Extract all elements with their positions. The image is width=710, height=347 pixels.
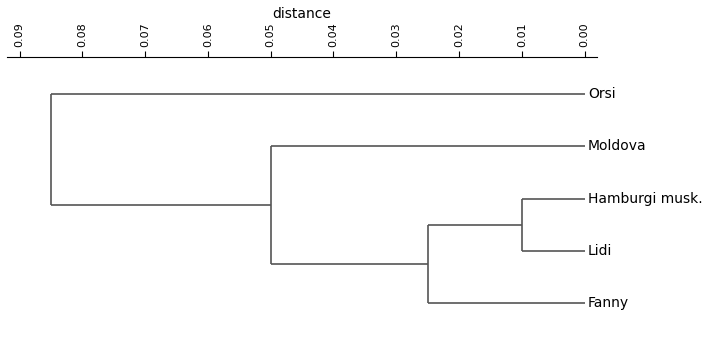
Text: Orsi: Orsi — [588, 87, 616, 101]
Text: Lidi: Lidi — [588, 244, 612, 258]
Text: Hamburgi musk.: Hamburgi musk. — [588, 192, 702, 206]
Text: Fanny: Fanny — [588, 296, 629, 311]
Text: Moldova: Moldova — [588, 139, 646, 153]
X-axis label: distance: distance — [273, 7, 332, 21]
